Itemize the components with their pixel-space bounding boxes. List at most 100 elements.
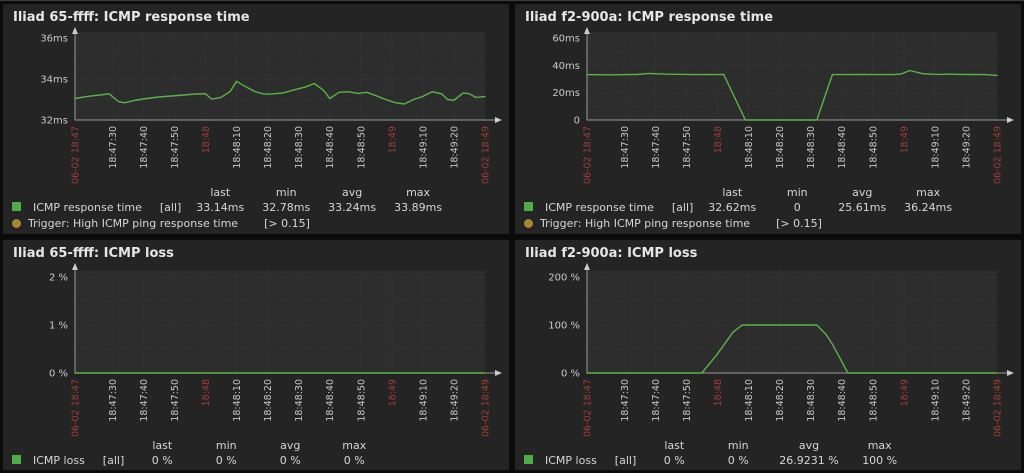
svg-text:06-02 18:49: 06-02 18:49 <box>993 126 1004 184</box>
chart-svg: 0 20ms 40ms 60ms 06-02 18:47 18:47:30 18:47:40… <box>552 27 1014 184</box>
legend-header-row: last min avg max <box>9 438 386 453</box>
stat-min: 32.78ms <box>262 201 311 214</box>
stat-avg: 26.9231 % <box>779 454 839 467</box>
legend-item-row: ICMP loss [all] 0 % 0 % 0 % 0 % <box>9 453 386 468</box>
legend: last min avg max ICMP response time [all… <box>3 185 509 231</box>
svg-text:18:49: 18:49 <box>899 379 910 406</box>
svg-text:18:48:20: 18:48:20 <box>263 126 274 169</box>
svg-text:18:48:50: 18:48:50 <box>868 126 879 169</box>
series-color-swatch <box>524 455 533 464</box>
svg-text:18:48:40: 18:48:40 <box>837 379 848 422</box>
svg-text:06-02 18:47: 06-02 18:47 <box>583 126 594 184</box>
legend-header-min: min <box>786 186 808 199</box>
legend: last min avg max ICMP response time [all… <box>515 185 1021 231</box>
series-scope: [all] <box>102 454 125 467</box>
stat-avg: 0 % <box>279 454 301 467</box>
graph-title: Iliad 65-ffff: ICMP loss <box>13 246 174 261</box>
legend: last min avg max ICMP loss [all] 0 % 0 %… <box>3 438 509 468</box>
legend-header-min: min <box>727 439 749 452</box>
svg-text:32ms: 32ms <box>40 116 68 127</box>
series-name: ICMP response time <box>33 201 142 214</box>
legend-header-max: max <box>916 186 941 199</box>
stat-max: 0 % <box>343 454 365 467</box>
svg-text:0 %: 0 % <box>561 369 580 380</box>
svg-text:40ms: 40ms <box>552 61 580 72</box>
legend-item-row: ICMP response time [all] 33.14ms 32.78ms… <box>9 200 451 215</box>
legend-header-last: last <box>210 186 231 199</box>
legend-item-row: ICMP loss [all] 0 % 0 % 26.9231 % 100 % <box>521 453 912 468</box>
svg-text:18:47:40: 18:47:40 <box>651 379 662 422</box>
svg-text:1 %: 1 % <box>49 321 68 332</box>
svg-text:18:49:10: 18:49:10 <box>930 126 941 169</box>
svg-text:18:48: 18:48 <box>713 126 724 153</box>
svg-text:18:48:20: 18:48:20 <box>775 379 786 422</box>
svg-text:18:47:50: 18:47:50 <box>682 379 693 422</box>
trigger-expression: [> 0.15] <box>776 216 822 230</box>
chart-svg: 32ms 34ms 36ms 06-02 18:47 18:47:30 18:47:40 1… <box>40 27 502 184</box>
svg-text:18:48:30: 18:48:30 <box>806 126 817 169</box>
svg-text:18:49:10: 18:49:10 <box>418 126 429 169</box>
legend-header-avg: avg <box>852 186 873 199</box>
svg-text:18:48:50: 18:48:50 <box>356 379 367 422</box>
svg-text:2 %: 2 % <box>49 273 68 284</box>
svg-text:06-02 18:47: 06-02 18:47 <box>583 379 594 437</box>
legend-header-avg: avg <box>342 186 363 199</box>
svg-text:18:48: 18:48 <box>713 379 724 406</box>
loss-chart-65ffff[interactable]: 0 % 1 % 2 % 06-02 18:47 18:47:30 18:47:40 18:4… <box>3 263 509 438</box>
series-color-swatch <box>12 202 21 211</box>
legend-header-row: last min avg max <box>521 438 912 453</box>
svg-text:18:48:10: 18:48:10 <box>232 126 243 169</box>
svg-text:18:49:20: 18:49:20 <box>449 126 460 169</box>
legend-header-avg: avg <box>798 439 820 452</box>
svg-text:18:47:30: 18:47:30 <box>108 379 119 422</box>
graph-panel-f2900a-loss: Iliad f2-900a: ICMP loss 0 % 100 % 200 % 06… <box>515 240 1021 470</box>
trigger-row: Trigger: High ICMP ping response time [>… <box>9 215 509 231</box>
stat-last: 0 % <box>151 454 173 467</box>
svg-text:06-02 18:49: 06-02 18:49 <box>481 379 492 437</box>
svg-text:06-02 18:49: 06-02 18:49 <box>481 126 492 184</box>
legend-header-max: max <box>342 439 367 452</box>
legend-header-row: last min avg max <box>9 185 451 200</box>
svg-text:200 %: 200 % <box>548 273 580 284</box>
svg-text:18:48: 18:48 <box>201 126 212 153</box>
svg-text:20ms: 20ms <box>552 88 580 99</box>
legend-header-max: max <box>406 186 431 199</box>
svg-text:06-02 18:47: 06-02 18:47 <box>71 126 82 184</box>
svg-text:18:48:30: 18:48:30 <box>806 379 817 422</box>
legend-header-min: min <box>215 439 237 452</box>
svg-text:18:48:30: 18:48:30 <box>294 126 305 169</box>
svg-text:18:49:10: 18:49:10 <box>418 379 429 422</box>
legend: last min avg max ICMP loss [all] 0 % 0 %… <box>515 438 1021 468</box>
svg-text:34ms: 34ms <box>40 75 68 86</box>
svg-text:0: 0 <box>574 116 580 127</box>
response-time-chart-f2900a[interactable]: 0 20ms 40ms 60ms 06-02 18:47 18:47:30 18:47:40… <box>515 27 1021 185</box>
svg-text:18:48:40: 18:48:40 <box>837 126 848 169</box>
legend-item-row: ICMP response time [all] 32.62ms 0 25.61… <box>521 200 961 215</box>
svg-text:18:48:40: 18:48:40 <box>325 126 336 169</box>
svg-text:18:47:30: 18:47:30 <box>620 126 631 169</box>
stat-last: 33.14ms <box>196 201 245 214</box>
series-scope: [all] <box>159 201 182 214</box>
stat-max: 100 % <box>862 454 898 467</box>
response-time-chart-65ffff[interactable]: 32ms 34ms 36ms 06-02 18:47 18:47:30 18:47:40 1… <box>3 27 509 185</box>
graph-panel-65ffff-response-time: Iliad 65-ffff: ICMP response time 32ms 34… <box>3 4 509 234</box>
svg-text:0 %: 0 % <box>49 369 68 380</box>
series-color-swatch <box>12 455 21 464</box>
legend-header-min: min <box>275 186 297 199</box>
svg-text:18:48:50: 18:48:50 <box>868 379 879 422</box>
loss-chart-f2900a[interactable]: 0 % 100 % 200 % 06-02 18:47 18:47:30 18:47:40… <box>515 263 1021 438</box>
svg-text:18:49:10: 18:49:10 <box>930 379 941 422</box>
svg-text:18:47:30: 18:47:30 <box>108 126 119 169</box>
legend-header-last: last <box>152 439 173 452</box>
trigger-dot-icon <box>524 218 533 228</box>
graph-title: Iliad f2-900a: ICMP loss <box>525 246 698 261</box>
svg-text:06-02 18:47: 06-02 18:47 <box>71 379 82 437</box>
svg-text:18:48:20: 18:48:20 <box>263 379 274 422</box>
stat-last: 32.62ms <box>708 201 757 214</box>
legend-header-avg: avg <box>280 439 301 452</box>
svg-text:18:48: 18:48 <box>201 379 212 406</box>
svg-text:18:48:20: 18:48:20 <box>775 126 786 169</box>
trigger-label: Trigger: High ICMP ping response time <box>540 216 751 230</box>
stat-last: 0 % <box>663 454 685 467</box>
